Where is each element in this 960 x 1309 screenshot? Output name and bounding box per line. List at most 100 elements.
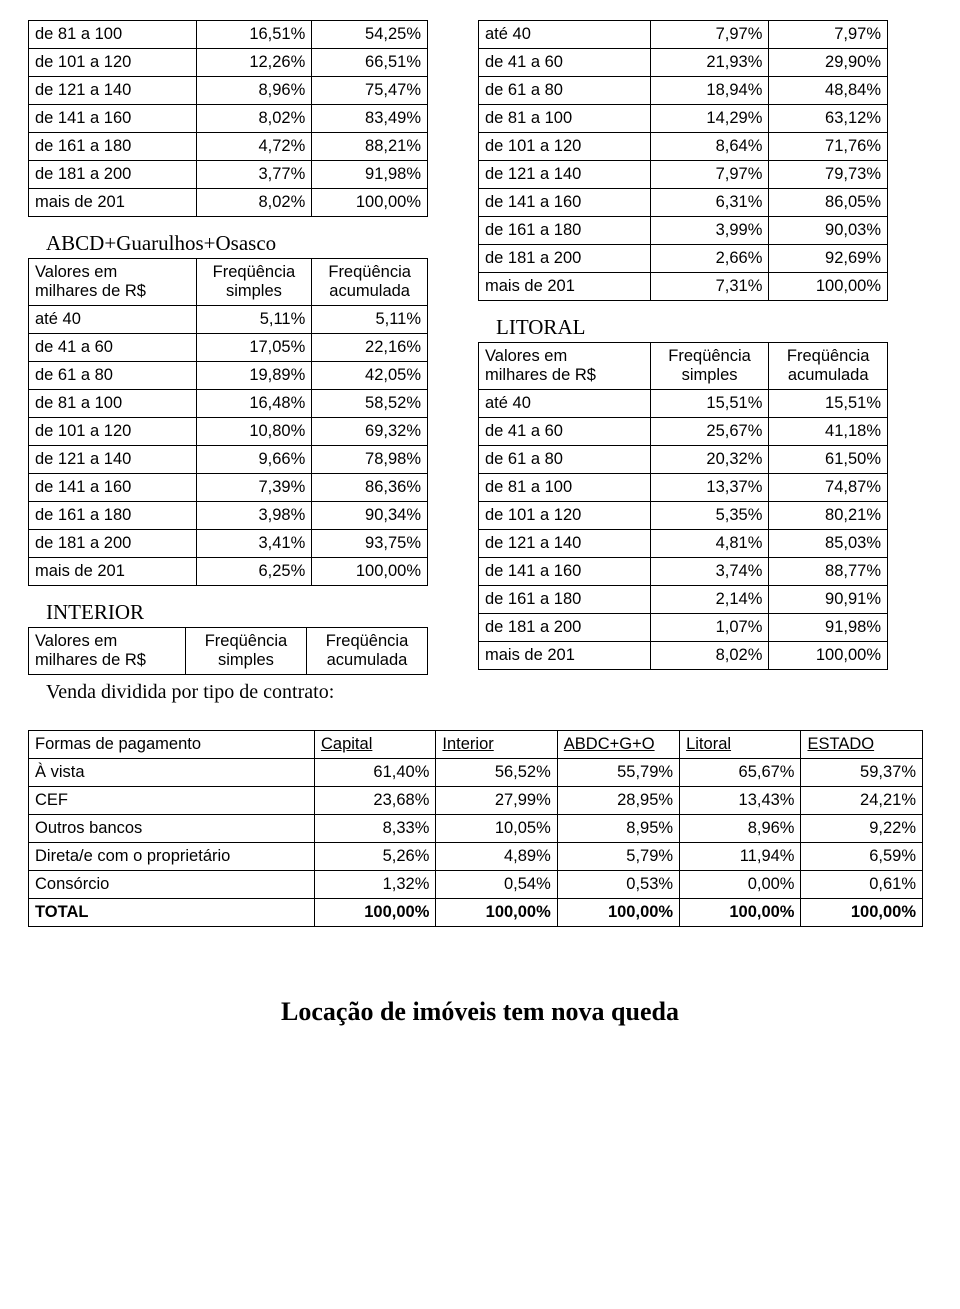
freq-cum-cell: 7,97%: [769, 21, 888, 49]
freq-cum-cell: 63,12%: [769, 105, 888, 133]
pay-value-cell: 61,40%: [315, 759, 436, 787]
freq-simple-cell: 6,25%: [196, 558, 312, 586]
freq-cum-cell: 48,84%: [769, 77, 888, 105]
range-cell: de 41 a 60: [29, 334, 197, 362]
pay-label-cell: À vista: [29, 759, 315, 787]
table-row: de 101 a 1208,64%71,76%: [479, 133, 888, 161]
freq-cum-cell: 100,00%: [769, 642, 888, 670]
header-col2: Freqüênciasimples: [650, 343, 769, 390]
freq-simple-cell: 9,66%: [196, 446, 312, 474]
table-row: de 161 a 1803,98%90,34%: [29, 502, 428, 530]
table-row: de 181 a 2002,66%92,69%: [479, 245, 888, 273]
freq-cum-cell: 75,47%: [312, 77, 428, 105]
freq-simple-cell: 13,37%: [650, 474, 769, 502]
table-row: de 121 a 1408,96%75,47%: [29, 77, 428, 105]
pay-row: À vista61,40%56,52%55,79%65,67%59,37%: [29, 759, 923, 787]
range-cell: mais de 201: [29, 558, 197, 586]
table-row: mais de 2017,31%100,00%: [479, 273, 888, 301]
pay-value-cell: 10,05%: [436, 815, 557, 843]
headline: Locação de imóveis tem nova queda: [28, 997, 932, 1027]
table-row: de 61 a 8018,94%48,84%: [479, 77, 888, 105]
range-cell: de 141 a 160: [479, 189, 651, 217]
sale-caption: Venda dividida por tipo de contrato:: [46, 681, 428, 704]
freq-simple-cell: 17,05%: [196, 334, 312, 362]
range-cell: de 121 a 140: [29, 77, 197, 105]
range-cell: de 181 a 200: [479, 614, 651, 642]
table-row: até 4015,51%15,51%: [479, 390, 888, 418]
header-col2: Freqüênciasimples: [196, 259, 312, 306]
table-row: de 161 a 1803,99%90,03%: [479, 217, 888, 245]
freq-simple-cell: 7,97%: [650, 21, 769, 49]
freq-simple-cell: 5,11%: [196, 306, 312, 334]
range-cell: até 40: [479, 21, 651, 49]
range-cell: de 61 a 80: [479, 77, 651, 105]
header-col1: Valores emmilhares de R$: [29, 628, 186, 675]
table-row: de 161 a 1804,72%88,21%: [29, 133, 428, 161]
freq-cum-cell: 93,75%: [312, 530, 428, 558]
pay-value-cell: 0,61%: [801, 871, 923, 899]
freq-simple-cell: 21,93%: [650, 49, 769, 77]
abcd-title: ABCD+Guarulhos+Osasco: [46, 231, 428, 256]
freq-simple-cell: 20,32%: [650, 446, 769, 474]
header-col1: Valores emmilhares de R$: [479, 343, 651, 390]
freq-cum-cell: 29,90%: [769, 49, 888, 77]
freq-cum-cell: 90,91%: [769, 586, 888, 614]
range-cell: até 40: [479, 390, 651, 418]
abcd-table: Valores emmilhares de R$Freqüênciasimple…: [28, 258, 428, 586]
pay-label-cell: Outros bancos: [29, 815, 315, 843]
pay-label-cell: CEF: [29, 787, 315, 815]
freq-simple-cell: 14,29%: [650, 105, 769, 133]
freq-cum-cell: 91,98%: [312, 161, 428, 189]
range-cell: de 81 a 100: [479, 474, 651, 502]
pay-row: Outros bancos8,33%10,05%8,95%8,96%9,22%: [29, 815, 923, 843]
range-cell: de 121 a 140: [479, 530, 651, 558]
range-cell: de 61 a 80: [29, 362, 197, 390]
freq-cum-cell: 74,87%: [769, 474, 888, 502]
range-cell: de 101 a 120: [29, 49, 197, 77]
range-cell: de 81 a 100: [479, 105, 651, 133]
table-row: de 141 a 1607,39%86,36%: [29, 474, 428, 502]
freq-cum-cell: 69,32%: [312, 418, 428, 446]
pay-total-cell: 100,00%: [801, 899, 923, 927]
table-row: de 81 a 10016,48%58,52%: [29, 390, 428, 418]
range-cell: de 141 a 160: [29, 474, 197, 502]
freq-cum-cell: 54,25%: [312, 21, 428, 49]
freq-simple-cell: 7,31%: [650, 273, 769, 301]
freq-cum-cell: 90,34%: [312, 502, 428, 530]
freq-cum-cell: 91,98%: [769, 614, 888, 642]
range-cell: de 141 a 160: [29, 105, 197, 133]
pay-total-cell: 100,00%: [315, 899, 436, 927]
freq-cum-cell: 15,51%: [769, 390, 888, 418]
pay-value-cell: 56,52%: [436, 759, 557, 787]
header-col3: Freqüênciaacumulada: [769, 343, 888, 390]
payment-table: Formas de pagamentoCapitalInteriorABDC+G…: [28, 730, 923, 927]
range-cell: mais de 201: [29, 189, 197, 217]
freq-simple-cell: 16,48%: [196, 390, 312, 418]
freq-simple-cell: 3,41%: [196, 530, 312, 558]
pay-value-cell: 6,59%: [801, 843, 923, 871]
freq-simple-cell: 15,51%: [650, 390, 769, 418]
freq-cum-cell: 86,36%: [312, 474, 428, 502]
freq-cum-cell: 90,03%: [769, 217, 888, 245]
table-row: de 181 a 2001,07%91,98%: [479, 614, 888, 642]
pay-value-cell: 5,26%: [315, 843, 436, 871]
pay-value-cell: 24,21%: [801, 787, 923, 815]
freq-simple-cell: 3,99%: [650, 217, 769, 245]
pay-total-label: TOTAL: [29, 899, 315, 927]
range-cell: de 81 a 100: [29, 21, 197, 49]
pay-header: Interior: [436, 731, 557, 759]
freq-cum-cell: 41,18%: [769, 418, 888, 446]
table-row: até 405,11%5,11%: [29, 306, 428, 334]
freq-simple-cell: 2,14%: [650, 586, 769, 614]
range-cell: de 161 a 180: [479, 586, 651, 614]
freq-simple-cell: 8,02%: [196, 105, 312, 133]
freq-simple-cell: 3,98%: [196, 502, 312, 530]
pay-value-cell: 9,22%: [801, 815, 923, 843]
freq-cum-cell: 5,11%: [312, 306, 428, 334]
table-row: de 81 a 10016,51%54,25%: [29, 21, 428, 49]
table-row: de 181 a 2003,41%93,75%: [29, 530, 428, 558]
table-row: de 61 a 8020,32%61,50%: [479, 446, 888, 474]
range-cell: de 101 a 120: [29, 418, 197, 446]
freq-cum-cell: 83,49%: [312, 105, 428, 133]
pay-total-cell: 100,00%: [557, 899, 679, 927]
